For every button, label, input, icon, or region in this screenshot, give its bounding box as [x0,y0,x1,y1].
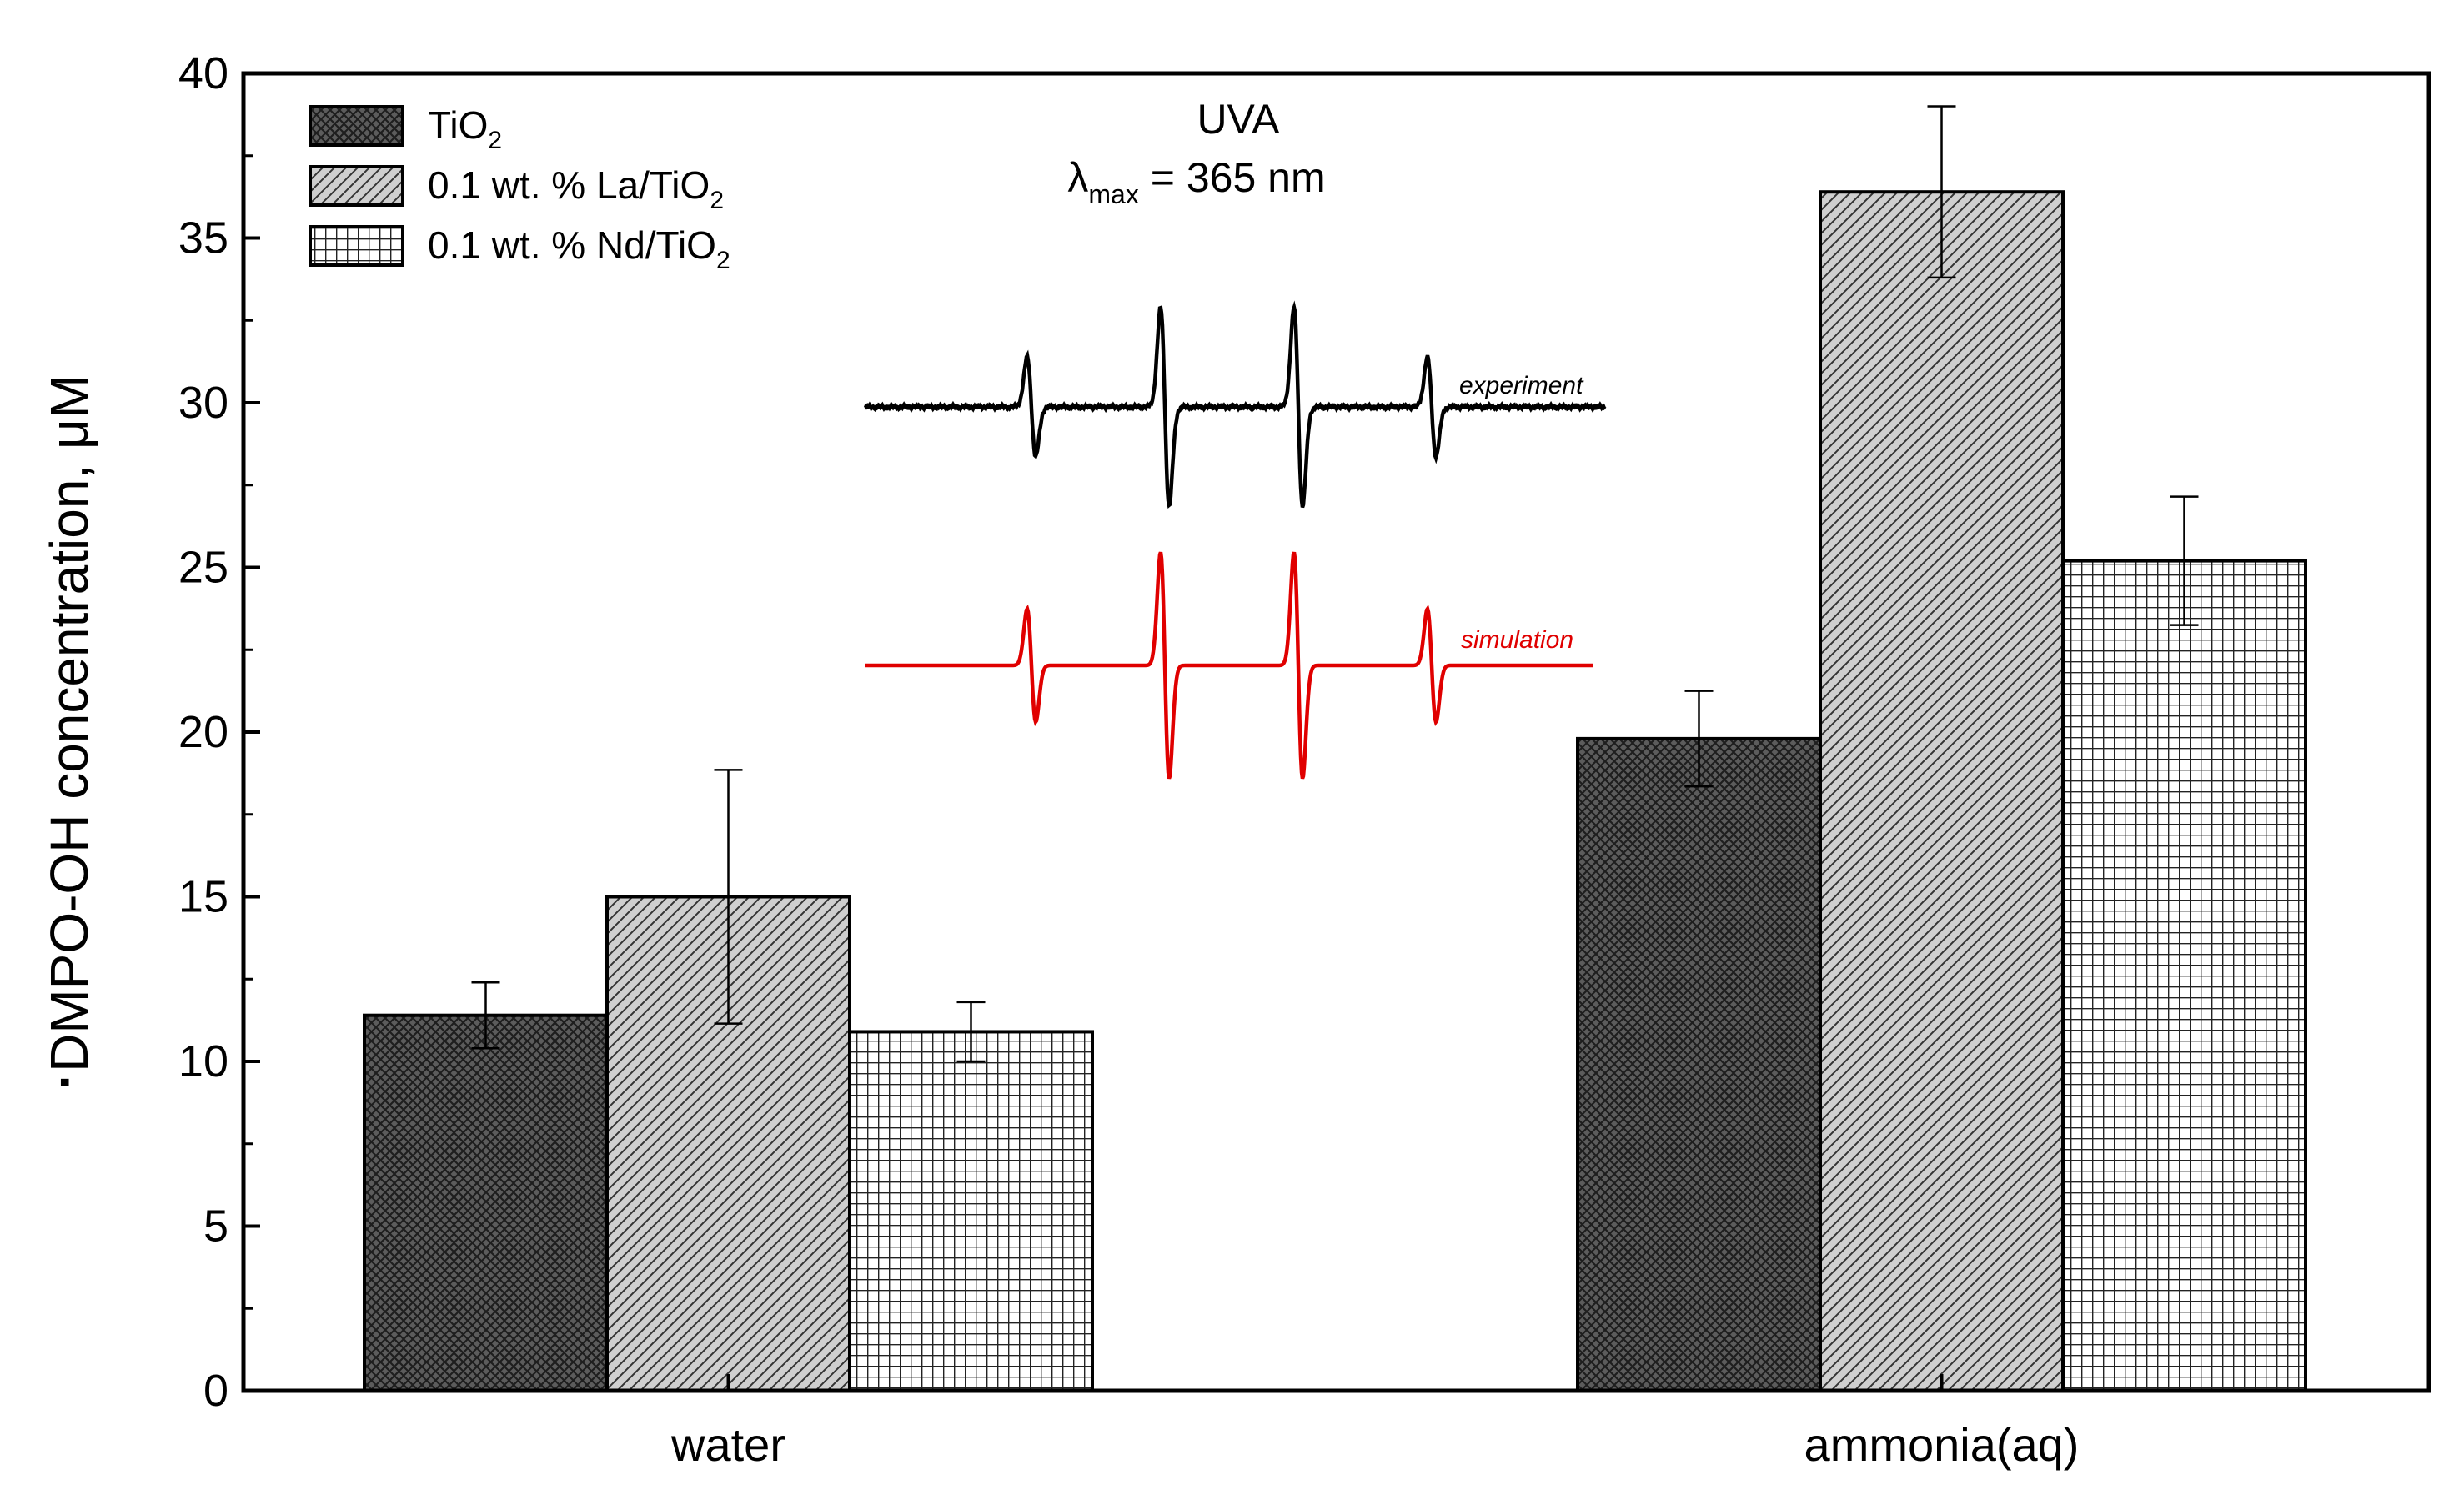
y-tick-label: 10 [178,1036,228,1086]
annotation-uva: UVA [1197,96,1280,143]
y-tick-label: 35 [178,213,228,263]
epr-spectrum-inset: experiment simulation [863,300,1607,780]
y-tick-label: 15 [178,872,228,922]
experiment-label: experiment [1459,372,1584,399]
annotation-lambda-sub: max [1088,179,1138,209]
y-axis-label: ·DMPO-OH concentration, μM [34,374,99,1090]
simulation-spectrum [865,551,1593,780]
y-tick-label: 0 [203,1366,228,1416]
y-tick-label: 20 [178,707,228,757]
bar [2061,559,2307,1392]
y-axis-label-mark: · [34,1072,94,1090]
legend-swatch [309,225,404,267]
experiment-spectrum [863,300,1607,509]
bar [848,1030,1094,1392]
legend-label: TiO2 [428,103,502,154]
bar [1576,736,1822,1392]
legend-swatch [309,165,404,207]
x-axis: water ammonia(aq) [670,1374,2079,1471]
legend-label: 0.1 wt. % Nd/TiO2 [428,223,730,274]
legend-label: 0.1 wt. % La/TiO2 [428,163,724,214]
legend-swatch [309,105,404,147]
y-axis-label-text: DMPO-OH concentration, μM [39,374,99,1072]
bars-group [363,190,2307,1393]
bar [363,1013,609,1392]
y-tick-label: 5 [203,1202,228,1252]
y-tick-label: 25 [178,543,228,593]
legend: TiO2 0.1 wt. % La/TiO2 0.1 wt. % Nd/TiO2 [309,103,730,274]
y-axis: 0 5 10 15 20 25 30 35 40 [178,48,260,1416]
simulation-label: simulation [1461,626,1573,654]
x-tick-label: ammonia(aq) [1804,1418,2080,1471]
y-tick-label: 40 [178,48,228,98]
error-bars-group [471,105,2199,1063]
x-tick-label: water [670,1418,785,1471]
y-tick-label: 30 [178,378,228,428]
annotation-lambda-symbol: λ [1067,154,1088,201]
annotation-lambda-max: λmax = 365 nm [1067,154,1325,209]
bar [1819,190,2065,1393]
annotation-lambda-tail: = 365 nm [1139,154,1326,201]
